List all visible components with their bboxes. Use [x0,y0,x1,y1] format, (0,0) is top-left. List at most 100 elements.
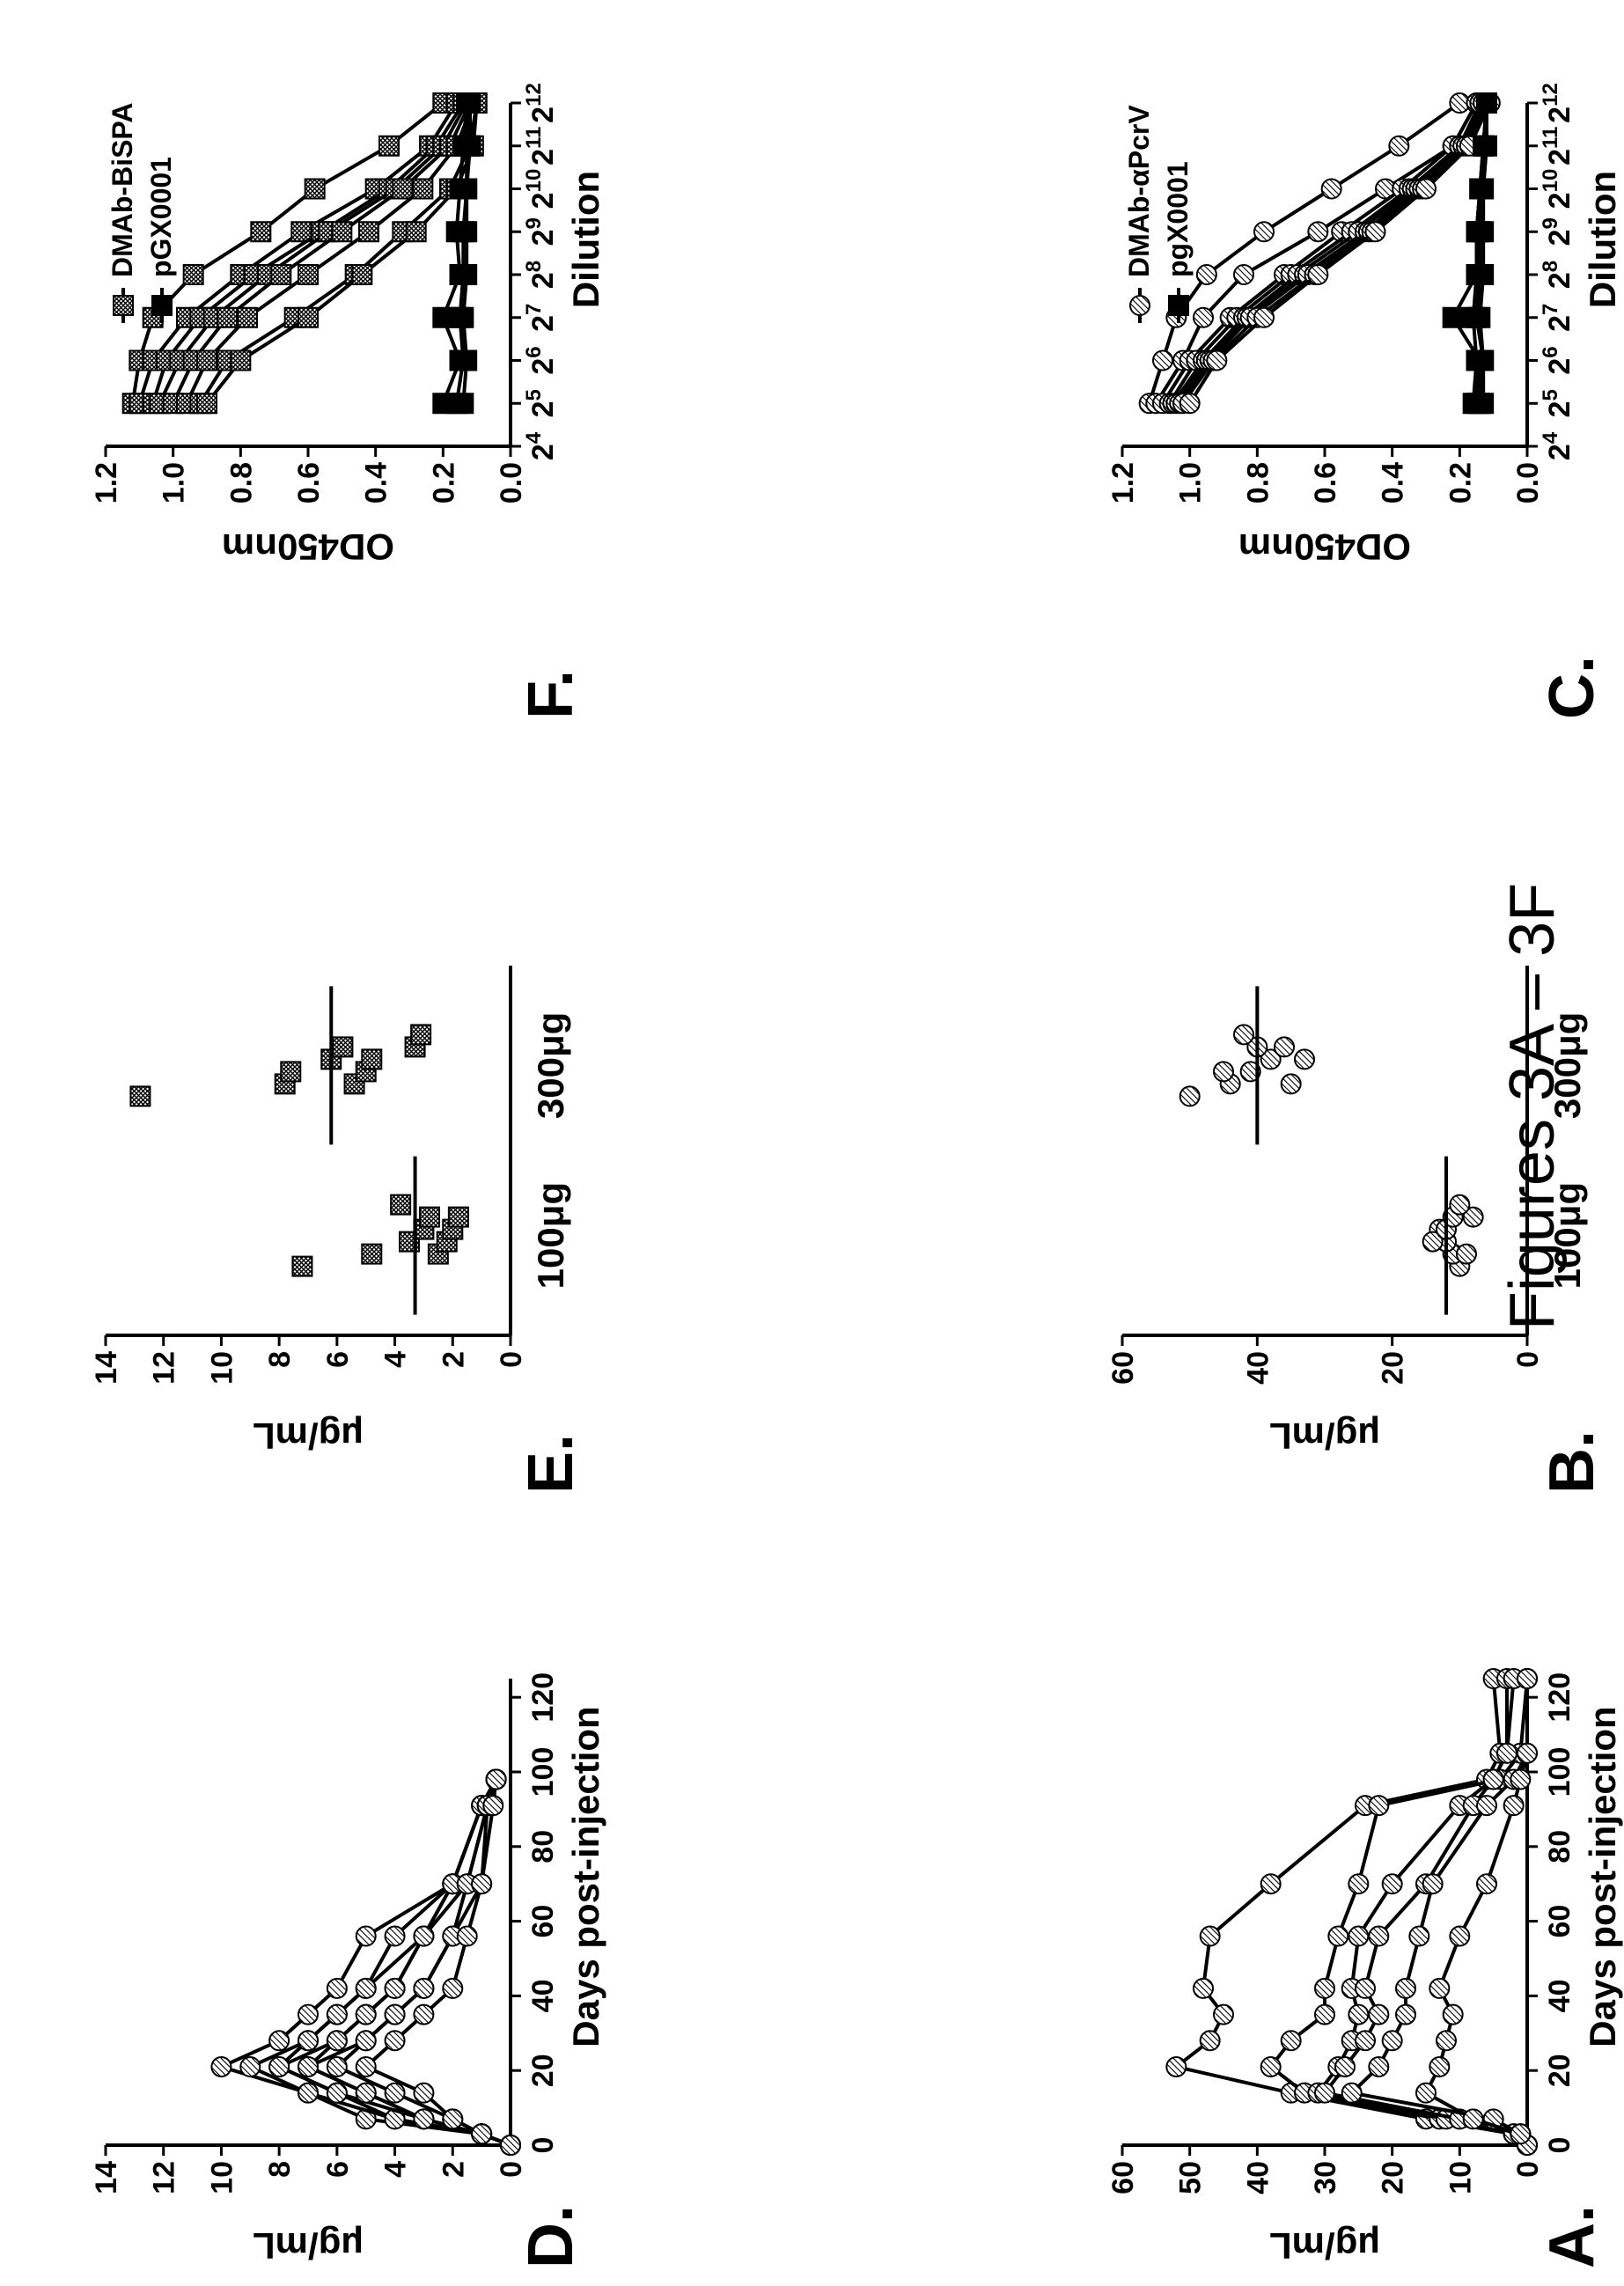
data-point [1253,306,1275,328]
data-point [1355,2030,1376,2052]
data-point [1482,1768,1504,1790]
x-tick-label: 210 [1539,169,1576,209]
x-tick-label: 20 [1543,2054,1576,2087]
data-point [419,1206,440,1228]
y-tick-label: 8 [263,1351,297,1368]
scatter-group [1422,1156,1484,1315]
y-axis-title: μg/mL [253,1415,364,1457]
legend-marker [113,295,134,316]
scatter-group [291,1156,469,1315]
series-line [239,1768,521,2156]
y-tick-label: 20 [1377,2161,1410,2194]
legend: DMAb-BiSPA pGX0001 [107,103,177,323]
x-tick-label: 40 [1543,1979,1576,2012]
x-tick-label: 100 [1543,1747,1576,1797]
data-point [1408,1925,1430,1947]
data-point [351,264,373,285]
data-point [1355,1977,1376,1999]
data-point [355,2030,377,2052]
x-axis-title: Days post-injection [565,1706,606,2047]
x-tick-label: 211 [1539,127,1576,165]
data-point [1199,2030,1221,2052]
data-point [1476,92,1497,114]
x-tick-label: 25 [522,389,560,417]
data-point [196,349,217,371]
data-point [1280,1073,1302,1095]
data-point [442,2108,464,2130]
panel-letter-a: A. [1537,2205,1607,2268]
y-tick-label: 0.4 [360,462,393,504]
y-axis-title: OD450nm [1238,526,1411,568]
x-tick-label: 100 [526,1747,560,1797]
data-point [1195,264,1217,285]
x-axis-title: Dilution [1582,171,1623,308]
data-point [1442,306,1464,328]
x-tick-label: 60 [526,1905,560,1938]
data-point [1429,1977,1451,1999]
data-point [1395,1977,1416,1999]
data-point [1381,2030,1403,2052]
legend-label: DMAb-BiSPA [107,103,138,278]
data-point [196,393,217,415]
data-point [384,2030,406,2052]
y-tick-label: 40 [1241,1351,1275,1385]
y-tick-label: 0.8 [1241,462,1275,504]
data-point [1469,306,1491,328]
data-point [1152,349,1173,371]
x-tick-label: 120 [1543,1672,1576,1723]
panel-letter-d: D. [516,2205,586,2268]
data-point [1473,349,1495,371]
data-point [1422,1231,1444,1253]
data-point [410,1024,432,1046]
data-point [1179,393,1201,415]
scatter-group [1179,986,1315,1145]
y-tick-label: 10 [205,2161,239,2194]
data-point [1206,349,1228,371]
panel-c: C. 0.0 0.2 0.4 0.6 0.8 1.0 1.2 OD450nm 24 25 26 27 28… [1106,83,1623,719]
data-point [355,1977,377,1999]
legend: DMAb-αPcrV pgX0001 [1123,105,1194,323]
x-tick-label: 40 [526,1979,560,2012]
x-tick-label: 28 [1539,261,1576,289]
x-tick-label: 27 [522,304,560,332]
y-tick-label: 14 [90,1351,123,1385]
data-point [1260,2055,1282,2077]
data-point [361,1243,383,1265]
y-tick-label: 1.0 [1174,462,1208,504]
y-tick-label: 50 [1174,2161,1208,2194]
panel-letter-f: F. [516,670,586,719]
data-point [1388,135,1410,157]
panel-letter-c: C. [1537,656,1607,719]
y-tick-label: 6 [321,2161,355,2178]
data-point [384,1925,406,1947]
legend-marker [1168,295,1189,316]
y-tick-label: 12 [148,2161,181,2194]
data-point [298,264,319,285]
y-tick-label: 0.4 [1377,462,1410,504]
y-tick-label: 4 [379,2161,413,2178]
x-tick-label: 27 [1539,304,1576,332]
data-point [355,2003,377,2025]
data-point [1327,1925,1349,1947]
x-category-label: 100μg [530,1182,571,1289]
data-point [326,2055,348,2077]
data-point [1364,221,1386,243]
data-point [500,2135,521,2156]
x-tick-label: 80 [1543,1830,1576,1863]
data-point [1476,1873,1497,1895]
y-tick-label: 1.2 [90,462,123,504]
x-axis-title: Days post-injection [1582,1706,1623,2047]
data-point [326,2082,348,2104]
data-point [1368,1795,1390,1817]
y-tick-label: 1.0 [158,462,191,504]
data-point [485,1768,507,1790]
data-point [442,1977,464,1999]
data-point [1473,264,1495,285]
x-tick-label: 25 [1539,389,1576,417]
data-point [1179,1085,1201,1107]
data-point [447,1206,469,1228]
x-tick-label: 211 [522,127,560,165]
